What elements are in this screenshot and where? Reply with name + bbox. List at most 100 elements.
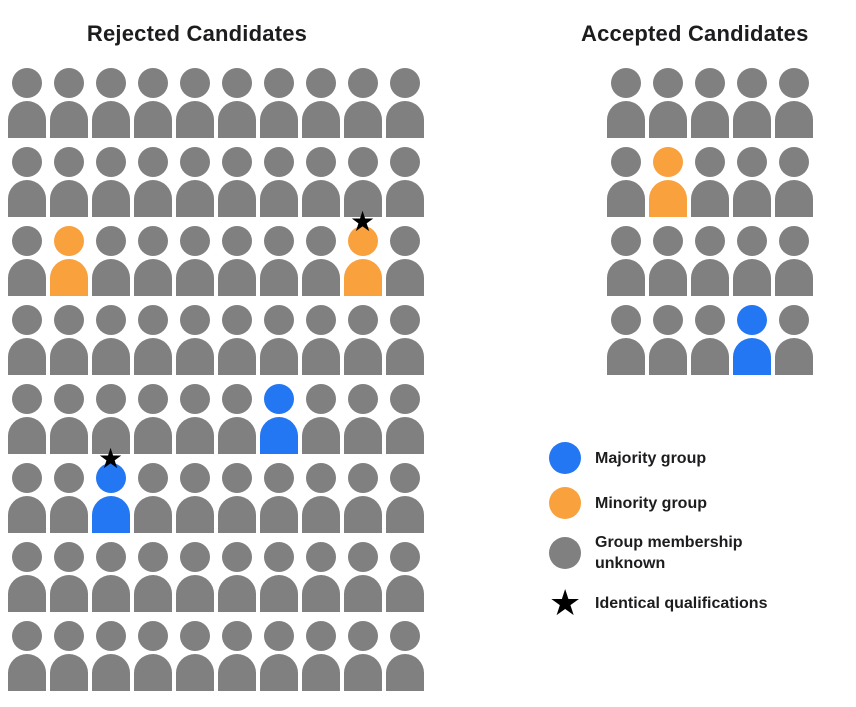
person-torso	[176, 417, 214, 454]
person-torso	[176, 180, 214, 217]
person-head	[779, 305, 809, 335]
person-torso	[691, 101, 729, 138]
person-icon-unknown-group	[691, 68, 729, 138]
person-torso	[92, 654, 130, 691]
person-torso	[176, 259, 214, 296]
accepted-candidates-section: Accepted Candidates	[581, 20, 813, 375]
person-head	[390, 305, 420, 335]
person-torso	[218, 180, 256, 217]
person-icon-unknown-group	[260, 68, 298, 138]
person-torso	[302, 496, 340, 533]
person-icon-unknown-group	[92, 68, 130, 138]
person-head	[264, 542, 294, 572]
person-icon-unknown-group	[176, 226, 214, 296]
person-head	[12, 68, 42, 98]
legend-item-identical-qualifications: ★ Identical qualifications	[549, 582, 770, 623]
person-torso	[344, 654, 382, 691]
person-head	[306, 463, 336, 493]
person-head	[306, 621, 336, 651]
person-icon-unknown-group	[775, 305, 813, 375]
person-head	[611, 147, 641, 177]
person-icon-unknown-group	[302, 542, 340, 612]
person-head	[138, 621, 168, 651]
person-head	[96, 463, 126, 493]
person-torso	[344, 338, 382, 375]
person-torso	[302, 575, 340, 612]
person-icon-unknown-group	[176, 542, 214, 612]
accepted-candidates-title: Accepted Candidates	[581, 21, 809, 46]
person-torso	[50, 575, 88, 612]
person-icon-unknown-group	[8, 621, 46, 691]
person-icon-unknown-group	[691, 305, 729, 375]
person-torso	[134, 101, 172, 138]
person-head	[96, 621, 126, 651]
person-torso	[386, 180, 424, 217]
person-torso	[386, 338, 424, 375]
person-torso	[50, 259, 88, 296]
person-icon-unknown-group	[134, 68, 172, 138]
person-torso	[92, 496, 130, 533]
person-head	[12, 621, 42, 651]
person-torso	[176, 496, 214, 533]
person-icon-unknown-group	[218, 226, 256, 296]
person-icon-unknown-group	[386, 621, 424, 691]
person-head	[96, 147, 126, 177]
person-icon-unknown-group	[302, 463, 340, 533]
person-icon-unknown-group	[302, 621, 340, 691]
person-head	[180, 147, 210, 177]
person-torso	[8, 180, 46, 217]
person-torso	[344, 575, 382, 612]
person-head	[222, 226, 252, 256]
person-torso	[386, 654, 424, 691]
person-torso	[134, 259, 172, 296]
person-icon-unknown-group	[218, 542, 256, 612]
person-torso	[8, 101, 46, 138]
legend-item-majority-group: Majority group	[549, 442, 770, 474]
person-torso	[649, 180, 687, 217]
person-head	[96, 305, 126, 335]
person-row	[8, 305, 424, 375]
person-torso	[218, 654, 256, 691]
legend-label: Majority group	[595, 449, 707, 467]
person-icon-unknown-group	[607, 147, 645, 217]
person-icon-unknown-group	[302, 147, 340, 217]
person-icon-unknown-group	[8, 384, 46, 454]
person-icon-unknown-group	[649, 226, 687, 296]
person-icon-unknown-group	[386, 147, 424, 217]
person-icon-unknown-group	[344, 305, 382, 375]
person-icon-unknown-group	[302, 305, 340, 375]
person-head	[222, 463, 252, 493]
person-torso	[8, 259, 46, 296]
person-icon-unknown-group	[607, 305, 645, 375]
person-torso	[176, 575, 214, 612]
person-torso	[92, 575, 130, 612]
person-torso	[386, 101, 424, 138]
person-torso	[302, 338, 340, 375]
person-head	[12, 147, 42, 177]
person-row: ★	[8, 445, 424, 533]
person-torso	[92, 101, 130, 138]
person-head	[264, 463, 294, 493]
person-torso	[218, 575, 256, 612]
legend-label: Minority group	[595, 494, 707, 512]
person-head	[390, 463, 420, 493]
person-head	[779, 68, 809, 98]
person-torso	[50, 496, 88, 533]
person-icon-unknown-group	[92, 305, 130, 375]
person-icon-unknown-group	[386, 542, 424, 612]
star-icon: ★	[549, 582, 582, 623]
person-row	[607, 305, 813, 375]
person-icon-unknown-group	[302, 384, 340, 454]
person-head	[390, 384, 420, 414]
person-torso	[386, 496, 424, 533]
legend: Majority group Minority group Group member…	[549, 442, 770, 623]
person-icon-unknown-group	[134, 305, 172, 375]
person-torso	[50, 180, 88, 217]
person-icon-unknown-group	[92, 226, 130, 296]
person-icon-unknown-group	[733, 226, 771, 296]
person-icon-majority-group: ★	[92, 445, 130, 533]
person-head	[180, 226, 210, 256]
person-icon-unknown-group	[344, 463, 382, 533]
person-icon-unknown-group	[176, 147, 214, 217]
